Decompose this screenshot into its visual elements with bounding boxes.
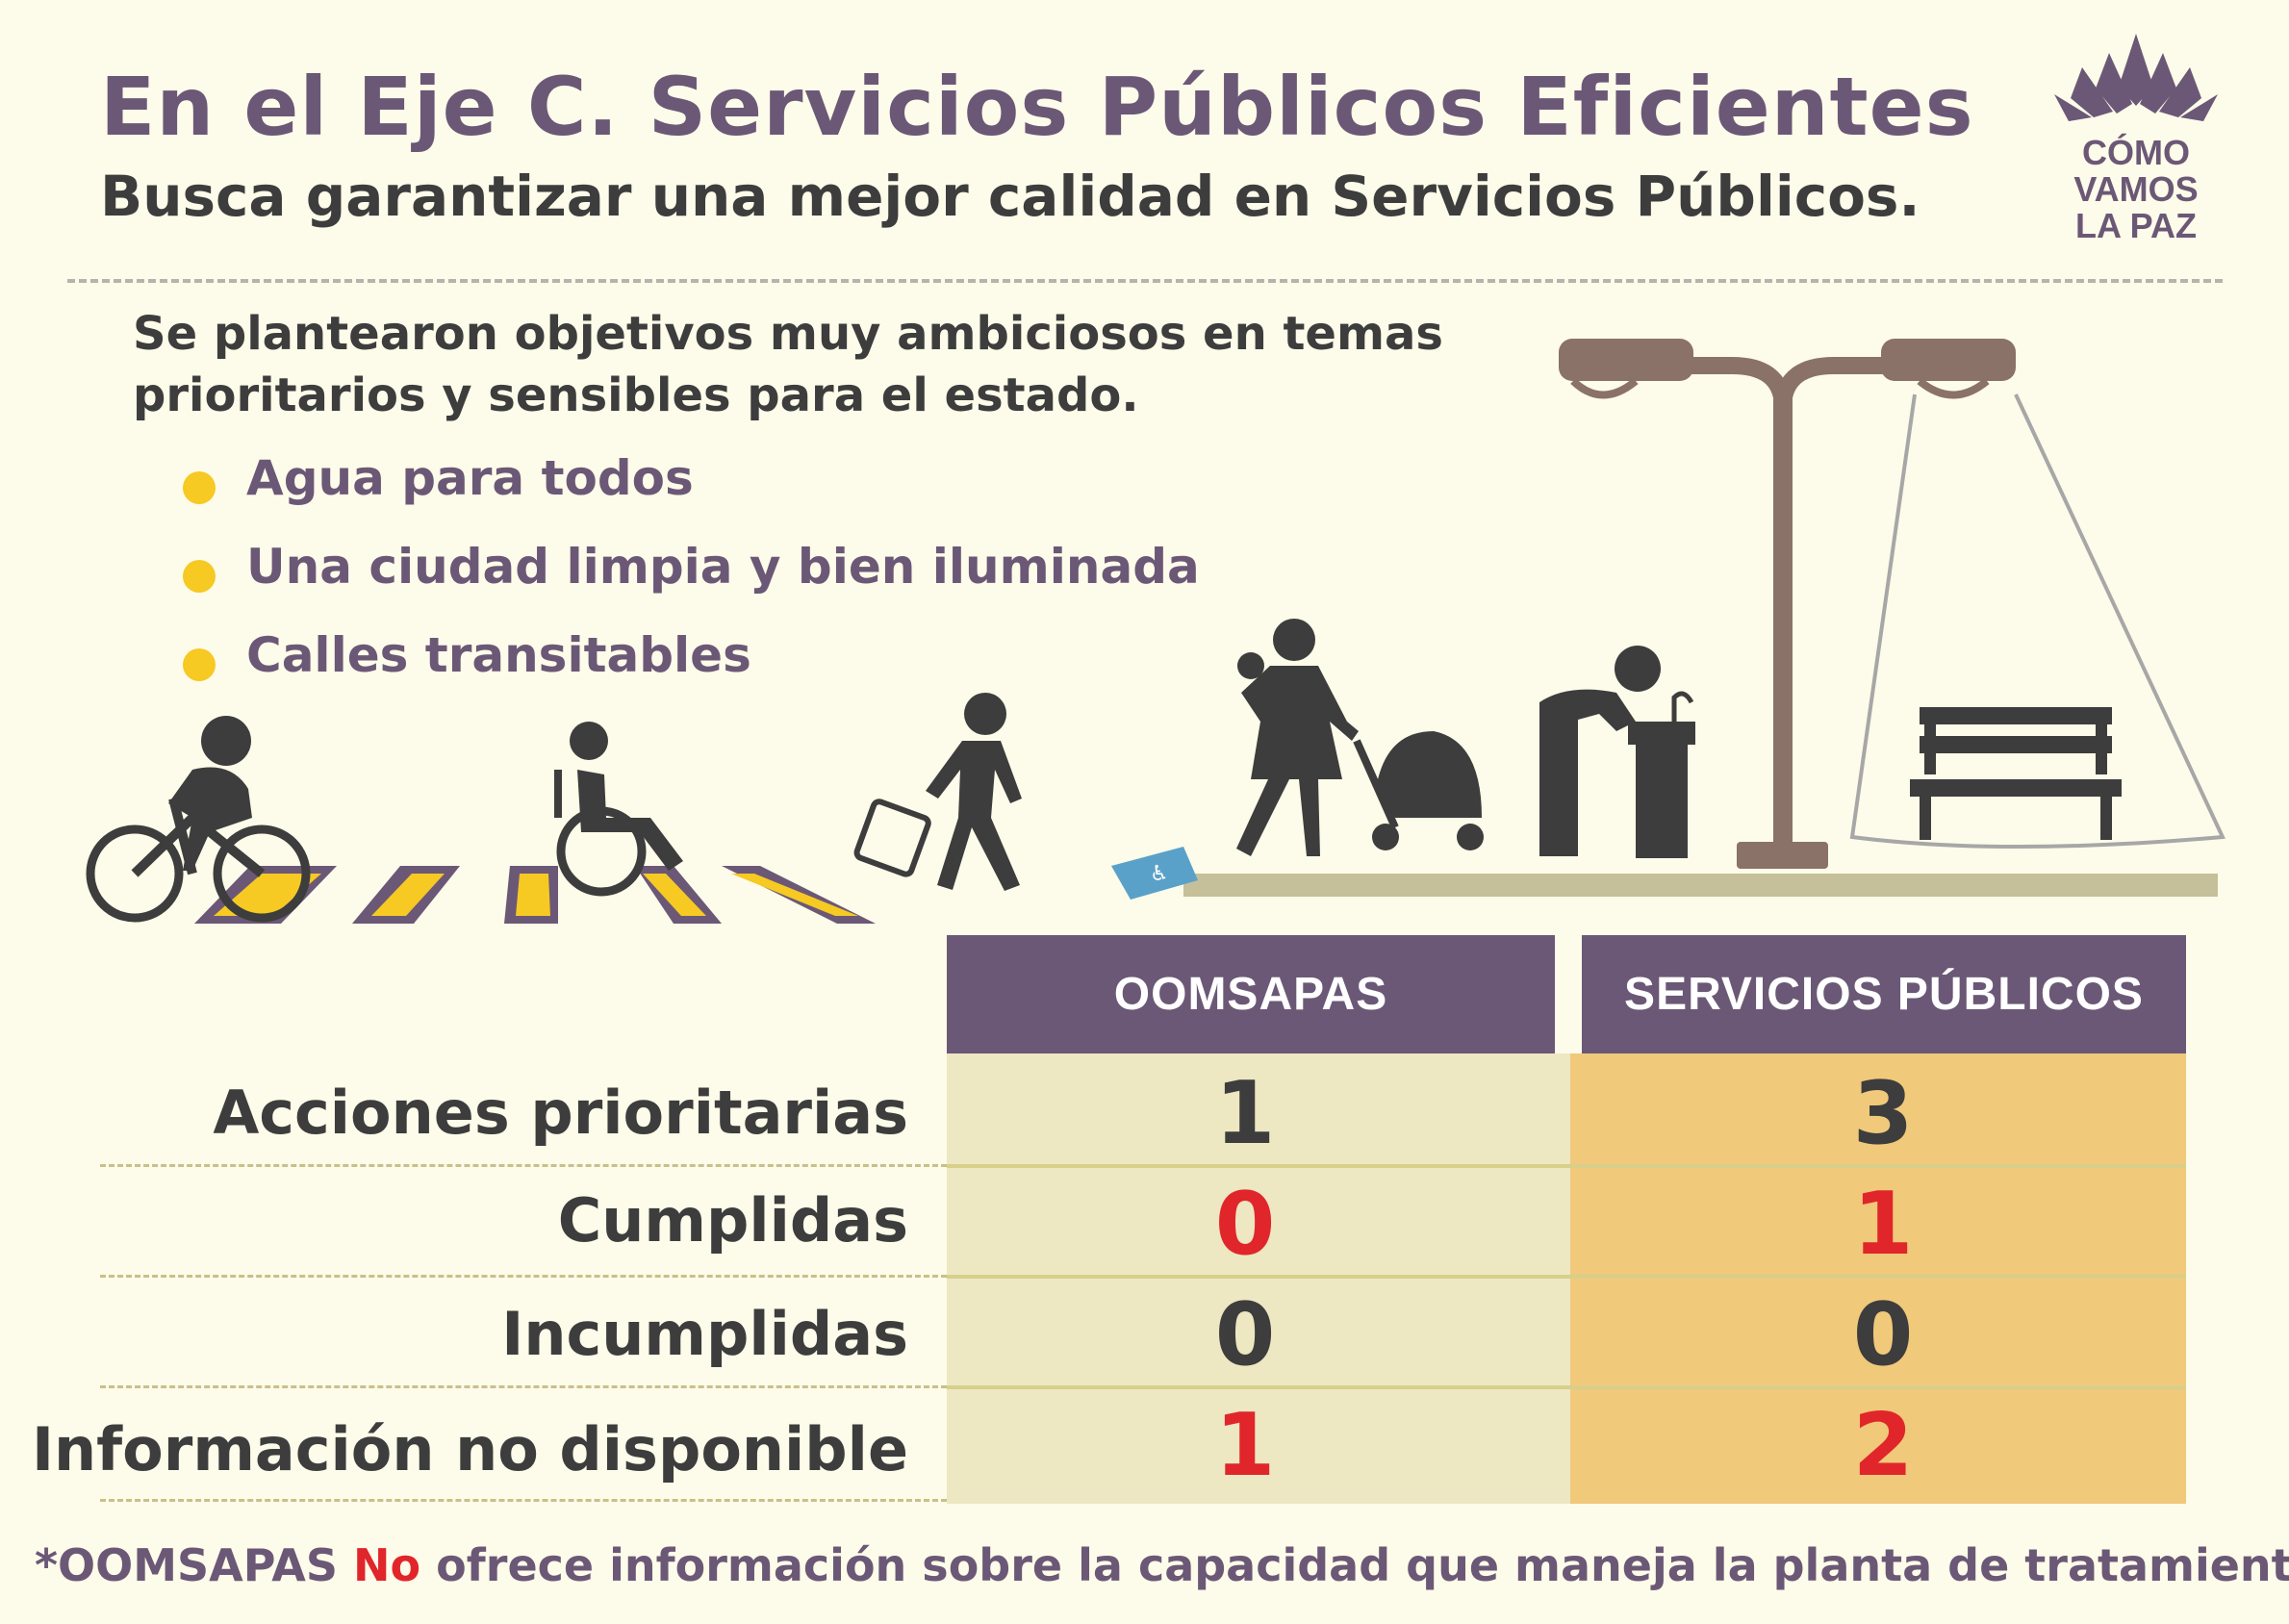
label-divider: [100, 1275, 947, 1278]
flyer-icon: ♿: [1111, 847, 1198, 900]
table-cell: 2: [1852, 1395, 1914, 1496]
logo-line: LA PAZ: [2075, 206, 2197, 245]
column-servicios: [1570, 1053, 2186, 1504]
row-label: Acciones prioritarias: [213, 1078, 908, 1148]
objective-label: Agua para todos: [246, 450, 694, 506]
objectives-list: Agua para todos Una ciudad limpia y bien…: [177, 450, 1200, 716]
street-illustration: ♿: [86, 339, 2226, 924]
bullet-dot-icon: [183, 471, 216, 504]
pedestrian-icon: [853, 693, 1022, 891]
row-label: Información no disponible: [31, 1414, 908, 1484]
bullet-dot-icon: [183, 560, 216, 593]
objective-label: Una ciudad limpia y bien iluminada: [246, 539, 1200, 595]
streetlamp-icon: [1559, 339, 2226, 869]
cyclist-icon: [86, 716, 311, 923]
bench-icon: [1910, 707, 2122, 840]
row-divider: [947, 1164, 2186, 1168]
table-cell: 1: [1214, 1395, 1276, 1496]
sidewalk: [1183, 874, 2218, 897]
wheelchair-user-icon: [554, 722, 683, 897]
page-subtitle: Busca garantizar una mejor calidad en Se…: [100, 164, 1920, 229]
table-cell: 1: [1852, 1174, 1914, 1275]
label-divider: [100, 1385, 947, 1388]
footnote-prefix: *OOMSAPAS: [35, 1539, 354, 1591]
header-divider: [67, 279, 2223, 283]
lotus-icon: [2054, 34, 2218, 121]
label-divider: [100, 1164, 947, 1167]
table-cell: 3: [1852, 1063, 1914, 1164]
svg-text:♿: ♿: [1150, 862, 1169, 886]
objective-label: Calles transitables: [246, 627, 751, 683]
table-cell: 1: [1214, 1063, 1276, 1164]
table-header-servicios: SERVICIOS PÚBLICOS: [1582, 935, 2186, 1053]
row-label: Incumplidas: [501, 1299, 908, 1369]
bullet-dot-icon: [183, 648, 216, 681]
page-title: En el Eje C. Servicios Públicos Eficient…: [100, 60, 1974, 154]
table-header-oomsapas: OOMSAPAS: [947, 935, 1555, 1053]
logo-text: CÓMO VAMOS LA PAZ: [2049, 135, 2223, 244]
footnote: *OOMSAPAS No ofrece información sobre la…: [35, 1539, 2289, 1591]
mother-stroller-icon: [1236, 619, 1484, 856]
logo-line: VAMOS: [2073, 169, 2199, 209]
footnote-suffix: ofrece información sobre la capacidad qu…: [420, 1539, 2289, 1591]
table-cell: 0: [1852, 1284, 1914, 1385]
list-item: Una ciudad limpia y bien iluminada: [177, 539, 1200, 627]
logo-line: CÓMO: [2082, 133, 2190, 172]
table-cell: 0: [1214, 1174, 1276, 1275]
intro-text: Se plantearon objetivos muy ambiciosos e…: [133, 307, 1443, 422]
logo: CÓMO VAMOS LA PAZ: [2049, 29, 2223, 244]
footnote-emphasis: No: [353, 1539, 421, 1591]
label-divider: [100, 1499, 947, 1502]
row-divider: [947, 1385, 2186, 1389]
list-item: Agua para todos: [177, 450, 1200, 539]
list-item: Calles transitables: [177, 627, 1200, 716]
row-divider: [947, 1275, 2186, 1279]
table-cell: 0: [1214, 1284, 1276, 1385]
row-label: Cumplidas: [557, 1185, 908, 1256]
column-oomsapas: [947, 1053, 1570, 1504]
water-fountain-icon: [1539, 646, 1695, 858]
